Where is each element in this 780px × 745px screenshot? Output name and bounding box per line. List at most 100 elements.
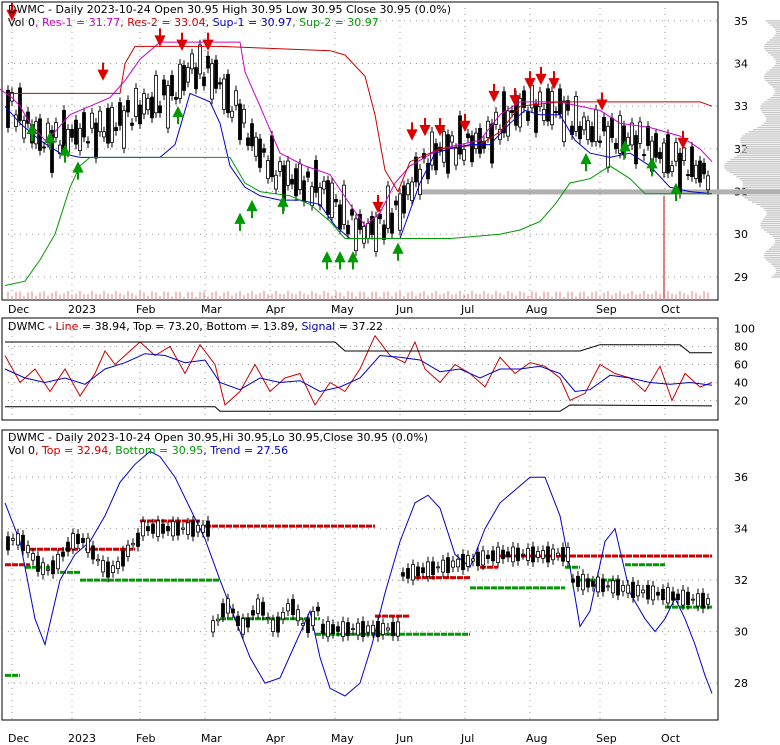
price-candle-body (698, 160, 702, 183)
trend-candle-body (341, 621, 345, 637)
price-candle-body (686, 174, 690, 176)
price-candle-body (666, 134, 670, 174)
trend-x-tick: Jun (395, 732, 413, 745)
trend-candle-body (481, 550, 485, 566)
sell-arrow-icon (372, 194, 384, 214)
price-candle-body (554, 111, 558, 114)
price-candle-body (414, 156, 418, 183)
trend-candle-body (366, 625, 370, 633)
price-candle-body (270, 135, 274, 178)
price-candle-body (670, 165, 674, 173)
price-candle-body (346, 224, 350, 235)
price-candle-body (510, 110, 514, 113)
price-candle-body (290, 179, 294, 185)
price-candle-body (130, 122, 134, 126)
price-candle-body (58, 144, 62, 155)
trend-candle-body (471, 558, 475, 562)
trend-candle-body (566, 547, 570, 562)
buy-arrow-icon (619, 140, 631, 159)
trend-x-tick: May (331, 732, 354, 745)
trend-candle-body (626, 584, 630, 594)
sell-arrow-icon (202, 32, 214, 51)
trend-candle-body (91, 545, 95, 560)
trend-candle-body (581, 574, 585, 591)
price-candle-body (674, 142, 678, 162)
trend-candle-body (311, 611, 315, 627)
price-candle-body (194, 67, 198, 90)
trend-x-tick: Sep (596, 732, 617, 745)
trend-candle-body (486, 554, 490, 559)
price-candle-body (678, 152, 682, 194)
price-candle-body (90, 112, 94, 129)
sell-arrow-icon (6, 2, 18, 22)
trend-candle-body (81, 538, 85, 543)
price-candle-body (694, 164, 698, 179)
buy-arrow-icon (277, 195, 289, 214)
trend-candle-body (606, 585, 610, 588)
volume-band-highlight (420, 189, 780, 195)
price-candle-body (682, 147, 686, 161)
price-candle-body (574, 95, 578, 132)
price-candle-body (110, 107, 114, 143)
price-candle-body (22, 120, 26, 139)
trend-candle-body (306, 618, 310, 633)
price-x-tick: 2023 (68, 303, 96, 316)
oscillator-y-tick: 20 (734, 395, 748, 408)
trend-candle-body (276, 616, 280, 633)
trend-candle-body (586, 578, 590, 588)
sell-arrow-icon (677, 130, 689, 150)
trend-candle-body (661, 588, 665, 601)
trend-candle-body (111, 565, 115, 573)
trend-candle-body (71, 533, 75, 550)
trend-candle-body (466, 555, 470, 567)
price-candle-body (314, 159, 318, 193)
trend-x-tick: Oct (661, 732, 681, 745)
price-candle-body (614, 143, 618, 150)
sell-arrow-icon (176, 32, 188, 51)
buy-arrow-icon (670, 182, 682, 202)
price-candle-body (302, 180, 306, 202)
trend-candle-body (496, 546, 500, 563)
price-candle-body (178, 63, 182, 99)
price-candle-body (582, 116, 586, 131)
trend-candle-body (96, 558, 100, 562)
trend-candle-body (476, 551, 480, 567)
price-candle-body (134, 87, 138, 117)
trend-candle-body (26, 545, 30, 554)
price-candle-body (386, 185, 390, 229)
trend-candle-body (456, 558, 460, 568)
trend-candle-body (351, 628, 355, 631)
price-candle-body (706, 175, 710, 191)
price-x-tick: Dec (8, 303, 29, 316)
price-candle-body (638, 121, 642, 144)
price-candle-body (634, 135, 638, 165)
price-candle-body (106, 108, 110, 144)
trend-candle-body (621, 585, 625, 592)
legend-item: , Sup-1 = 30.97 (206, 16, 293, 29)
trend-candle-body (516, 547, 520, 562)
trend-candle-body (701, 592, 705, 609)
legend-item: Vol 0 (8, 444, 35, 457)
trend-candle-body (436, 566, 440, 569)
trend-candle-body (286, 603, 290, 612)
price-candle-body (538, 91, 542, 108)
trend-candle-body (226, 598, 230, 614)
buy-arrow-icon (392, 242, 404, 261)
price-candle-body (170, 75, 174, 97)
price-candle-body (566, 100, 570, 111)
price-candle-body (466, 133, 470, 139)
trend-candle-body (601, 578, 605, 592)
price-y-tick: 30 (734, 228, 748, 241)
legend-item: = 13.89, (247, 320, 302, 333)
price-candle-body (610, 117, 614, 138)
oscillator-y-tick: 60 (734, 359, 748, 372)
trend-y-tick: 28 (734, 677, 748, 690)
price-candle-body (258, 138, 262, 168)
trend-candle-body (196, 524, 200, 533)
price-x-tick: Mar (201, 303, 222, 316)
price-candle-body (442, 131, 446, 163)
price-candle-body (458, 115, 462, 155)
price-candle-body (102, 131, 106, 138)
trend-candle-body (156, 520, 160, 537)
